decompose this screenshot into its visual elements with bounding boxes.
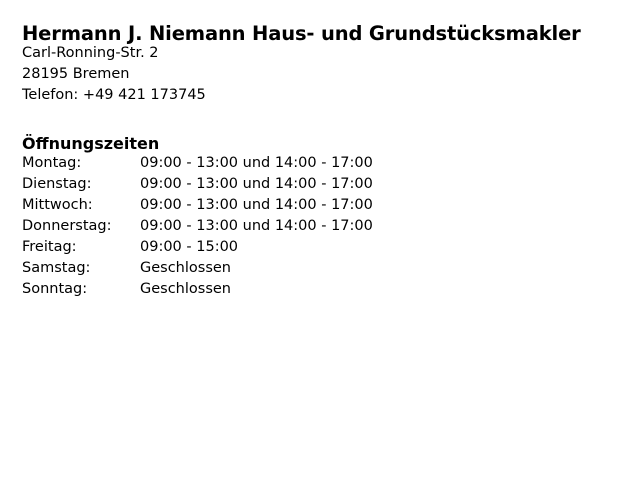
table-row: Mittwoch: 09:00 - 13:00 und 14:00 - 17:0… [22,195,460,216]
day-label: Samstag: [22,260,91,276]
address-block: Carl-Ronning-Str. 2 28195 Bremen Telefon… [22,43,206,106]
day-label: Sonntag: [22,281,88,297]
address-city: 28195 Bremen [22,66,130,82]
day-hours: 09:00 - 13:00 und 14:00 - 17:00 [140,218,373,234]
day-hours: Geschlossen [140,260,231,276]
table-row: Donnerstag: 09:00 - 13:00 und 14:00 - 17… [22,216,460,237]
table-row: Sonntag: Geschlossen [22,279,460,300]
opening-hours-table-body: Montag: 09:00 - 13:00 und 14:00 - 17:00 … [22,153,460,300]
day-hours: 09:00 - 13:00 und 14:00 - 17:00 [140,155,373,171]
phone-number: Telefon: +49 421 173745 [22,87,206,103]
day-label: Freitag: [22,239,77,255]
page-title: Hermann J. Niemann Haus- und Grundstücks… [22,22,581,46]
day-hours: Geschlossen [140,281,231,297]
day-label: Mittwoch: [22,197,93,213]
day-hours: 09:00 - 15:00 [140,239,239,255]
day-label: Donnerstag: [22,218,112,234]
day-label: Montag: [22,155,82,171]
opening-hours-heading: Öffnungszeiten [22,134,160,154]
opening-hours-table: Montag: 09:00 - 13:00 und 14:00 - 17:00 … [22,153,460,300]
day-label: Dienstag: [22,176,92,192]
day-hours: 09:00 - 13:00 und 14:00 - 17:00 [140,176,373,192]
day-hours: 09:00 - 13:00 und 14:00 - 17:00 [140,197,373,213]
table-row: Samstag: Geschlossen [22,258,460,279]
address-street: Carl-Ronning-Str. 2 [22,45,159,61]
site-watermark: Öffnungszeitenbuch.de [612,140,640,162]
table-row: Freitag: 09:00 - 15:00 [22,237,460,258]
table-row: Dienstag: 09:00 - 13:00 und 14:00 - 17:0… [22,174,460,195]
table-row: Montag: 09:00 - 13:00 und 14:00 - 17:00 [22,153,460,174]
